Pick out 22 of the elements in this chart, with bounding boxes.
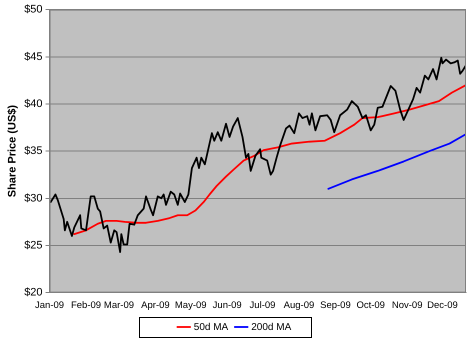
x-tick-label: Feb-09 (70, 300, 102, 311)
y-tick-label: $35 (24, 145, 43, 158)
y-axis-title: Share Price (US$) (6, 104, 19, 198)
y-tick-label: $50 (24, 4, 43, 16)
y-tick-label: $25 (24, 239, 43, 252)
x-tick-label: Jul-09 (250, 300, 276, 311)
x-tick-label: May-09 (174, 300, 207, 311)
x-tick-label: Jun-09 (212, 300, 242, 311)
x-tick-label: Sep-09 (320, 300, 351, 311)
y-tick-label: $45 (24, 50, 43, 63)
x-tick-label: Mar-09 (104, 300, 134, 311)
x-tick-label: Jan-09 (35, 300, 64, 311)
x-tick-label: Aug-09 (284, 300, 314, 311)
legend-label: 200d MA (251, 322, 292, 333)
y-tick-label: $30 (24, 192, 43, 204)
x-tick-label: Dec-09 (427, 300, 458, 311)
x-tick-label: Nov-09 (392, 300, 422, 311)
x-tick-label: Oct-09 (356, 300, 385, 311)
legend-label: 50d MA (194, 322, 229, 333)
y-tick-label: $20 (24, 286, 43, 299)
x-tick-label: Apr-09 (141, 300, 170, 311)
y-tick-label: $40 (24, 98, 43, 110)
